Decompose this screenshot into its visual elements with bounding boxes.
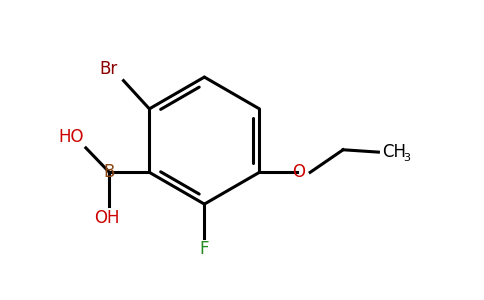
- Text: O: O: [292, 163, 305, 181]
- Text: B: B: [104, 163, 115, 181]
- Text: OH: OH: [94, 208, 120, 226]
- Text: Br: Br: [100, 60, 118, 78]
- Text: CH: CH: [382, 143, 406, 161]
- Text: 3: 3: [403, 153, 410, 163]
- Text: HO: HO: [58, 128, 84, 146]
- Text: F: F: [199, 240, 209, 258]
